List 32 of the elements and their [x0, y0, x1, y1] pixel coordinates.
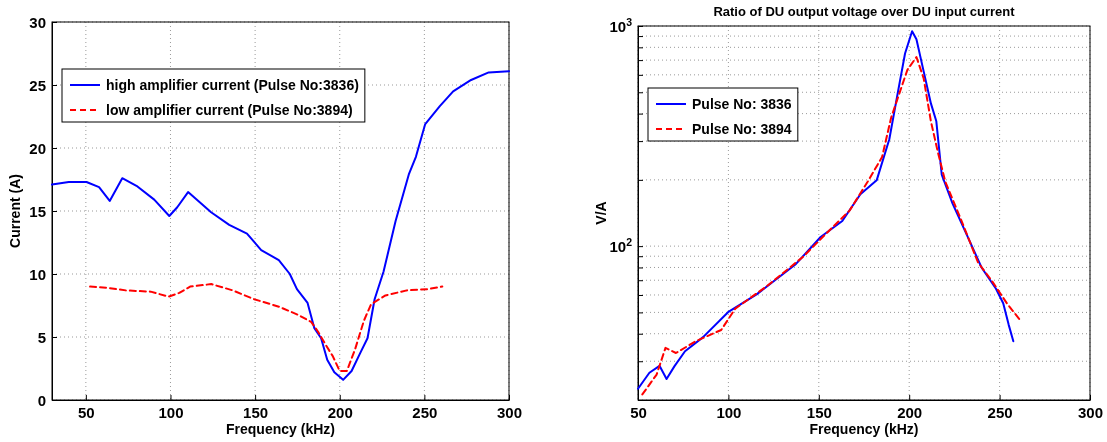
- y-tick-label: 0: [37, 391, 46, 409]
- line-series: [89, 283, 444, 373]
- x-tick-label: 50: [78, 404, 95, 421]
- y-tick-label: 10$^{3}$: [609, 15, 633, 35]
- y-tick-label: 15: [29, 202, 46, 220]
- y-axis-title: V/A: [593, 201, 609, 225]
- x-tick-label: 250: [987, 404, 1013, 421]
- x-tick-label: 250: [412, 404, 438, 421]
- line-series: [51, 70, 510, 381]
- y-tick-label: 10: [29, 265, 46, 283]
- y-tick-label: 30: [29, 13, 46, 31]
- x-tick-label: 200: [897, 404, 923, 421]
- chart-title: Ratio of DU output voltage over DU input current: [713, 4, 1016, 19]
- y-tick-label: 5: [37, 328, 46, 346]
- x-tick-label: 200: [327, 404, 353, 421]
- x-axis-title: Frequency (kHz): [809, 421, 919, 437]
- x-tick-label: 300: [496, 404, 523, 421]
- x-tick-label: 150: [243, 404, 269, 421]
- legend-label: low amplifier current (Pulse No:3894): [106, 101, 353, 118]
- x-axis-title: Frequency (kHz): [226, 421, 335, 437]
- x-tick-label: 150: [806, 404, 832, 421]
- legend-label: high amplifier current (Pulse No:3836): [106, 76, 359, 93]
- y-tick-label: 25: [29, 76, 46, 94]
- y-tick-label: 20: [29, 139, 46, 157]
- x-tick-label: 300: [1077, 404, 1104, 421]
- legend-label: Pulse No: 3894: [692, 120, 792, 137]
- y-axis-title: Current (A): [7, 174, 23, 248]
- y-tick-label: 10$^{2}$: [609, 235, 633, 255]
- x-tick-label: 100: [158, 404, 184, 421]
- x-tick-label: 50: [630, 404, 647, 421]
- legend-label: Pulse No: 3836: [692, 95, 792, 112]
- x-tick-label: 100: [716, 404, 742, 421]
